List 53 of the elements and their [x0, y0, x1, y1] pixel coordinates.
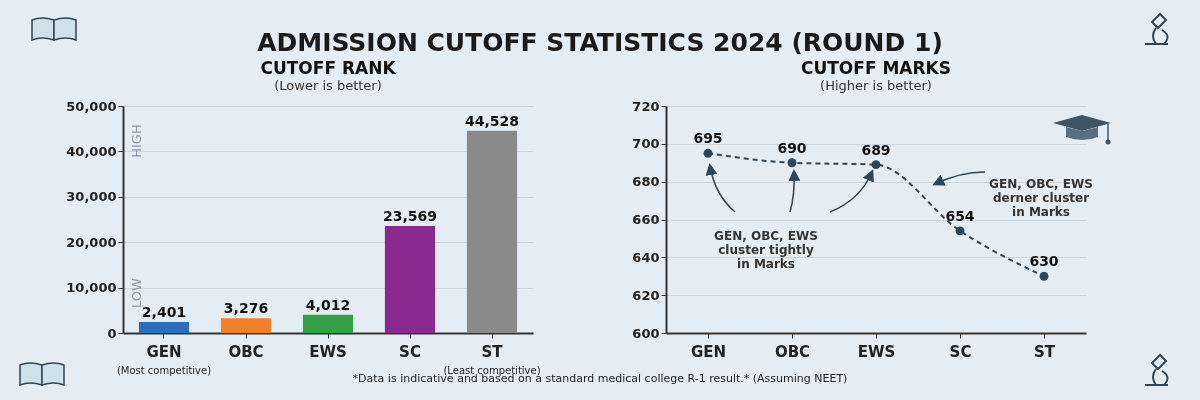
annotation: HIGH [129, 124, 144, 158]
y-tick-label: 50,000 [66, 98, 117, 114]
data-label: 44,528 [464, 112, 520, 129]
annotation: LOW [129, 277, 144, 308]
y-tick-label: 20,000 [66, 234, 117, 250]
y-tick-label: 30,000 [66, 189, 117, 205]
data-label: 654 [945, 207, 975, 224]
point [955, 226, 965, 236]
y-tick-label: 40,000 [66, 143, 117, 159]
bar [138, 322, 190, 333]
x-tick-label: ST [481, 342, 504, 361]
data-label: 695 [693, 130, 723, 147]
x-tick-label: SC [399, 342, 421, 361]
y-tick-label: 640 [632, 249, 660, 265]
bar [220, 318, 272, 333]
x-tick-label: OBC [774, 342, 811, 361]
x-tick-label: OBC [228, 342, 264, 361]
y-tick-label: 680 [632, 174, 660, 190]
x-tick-label: ST [1033, 342, 1056, 361]
y-tick-label: 600 [632, 325, 660, 341]
point [871, 160, 881, 170]
annotation: GEN, OBC, EWS cluster tightly in Marks [714, 229, 818, 271]
data-label: 3,276 [223, 300, 269, 317]
y-tick-label: 700 [632, 136, 660, 152]
x-tick-label: SC [949, 342, 972, 361]
chart-title: CUTOFF MARKS [800, 58, 952, 78]
x-tick-label: GEN [146, 342, 182, 361]
data-label: 4,012 [305, 296, 351, 313]
annotation: GEN, OBC, EWS derner cluster in Marks [989, 177, 1093, 219]
data-label: 23,569 [382, 208, 438, 224]
y-tick-label: 620 [632, 287, 660, 303]
chart-subtitle: (Lower is better) [274, 78, 382, 93]
x-tick-label: GEN [690, 342, 727, 361]
y-tick-label: 10,000 [66, 280, 117, 296]
point [1039, 271, 1049, 281]
data-label: 690 [777, 139, 807, 156]
data-label: 630 [1029, 253, 1059, 270]
data-label: 689 [861, 141, 891, 158]
x-tick-label: EWS [309, 342, 347, 361]
point [787, 158, 797, 168]
text: (Most competitive) [116, 365, 212, 376]
bar [466, 130, 518, 333]
chart-title: CUTOFF RANK [260, 58, 397, 78]
y-tick-label: 720 [632, 98, 660, 114]
data-label: 2,401 [141, 304, 187, 321]
bar [384, 226, 436, 333]
y-tick-label: 0 [107, 325, 117, 341]
chart-subtitle: (Higher is better) [820, 78, 932, 93]
bar [302, 314, 354, 333]
y-tick-label: 660 [632, 212, 660, 227]
text: ADMISSION CUTOFF STATISTICS 2024 (ROUND 1) [256, 28, 944, 57]
point [703, 148, 713, 158]
x-tick-label: EWS [857, 342, 896, 361]
